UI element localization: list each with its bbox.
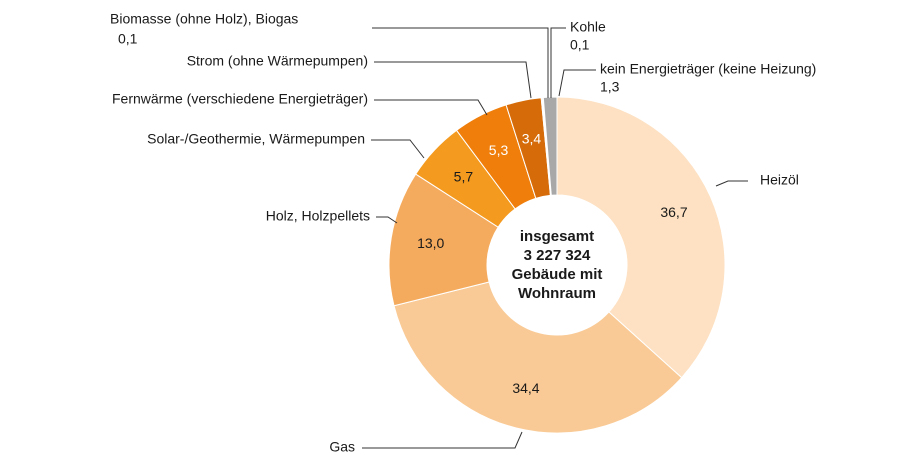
value-label: 5,3: [489, 142, 509, 158]
category-label: Biomasse (ohne Holz), Biogas: [110, 11, 298, 27]
center-text: Wohnraum: [518, 285, 596, 302]
donut-segment: [393, 281, 683, 434]
value-label: 1,3: [600, 79, 620, 95]
category-label: Heizöl: [760, 172, 799, 188]
value-label: 0,1: [118, 31, 138, 47]
value-label: 0,1: [570, 37, 590, 53]
value-label: 5,7: [454, 168, 474, 184]
center-text: 3 227 324: [524, 247, 591, 264]
leader-line: [376, 216, 398, 224]
value-label: 13,0: [417, 235, 444, 251]
leader-line: [374, 61, 532, 99]
leader-line: [558, 69, 596, 97]
category-label: Holz, Holzpellets: [266, 208, 370, 224]
value-label: 36,7: [660, 204, 687, 220]
center-text: Gebäude mit: [512, 266, 603, 283]
category-label: Gas: [329, 439, 355, 455]
center-text: insgesamt: [520, 228, 594, 245]
leader-line: [362, 431, 523, 449]
category-label: Fernwärme (verschiedene Energieträger): [112, 91, 368, 107]
category-label: kein Energieträger (keine Heizung): [600, 61, 816, 77]
leader-line: [715, 180, 748, 187]
leader-line: [374, 99, 488, 116]
category-label: Kohle: [570, 19, 606, 35]
category-label: Solar-/Geothermie, Wärmepumpen: [147, 131, 365, 147]
leader-line: [372, 27, 549, 98]
leader-line: [550, 27, 566, 98]
value-label: 34,4: [512, 380, 539, 396]
category-label: Strom (ohne Wärmepumpen): [187, 53, 368, 69]
value-label: 3,4: [522, 130, 542, 146]
center-label: insgesamt 3 227 324 Gebäude mit Wohnraum: [512, 228, 603, 302]
leader-line: [371, 139, 425, 159]
donut-segment: [556, 96, 726, 379]
